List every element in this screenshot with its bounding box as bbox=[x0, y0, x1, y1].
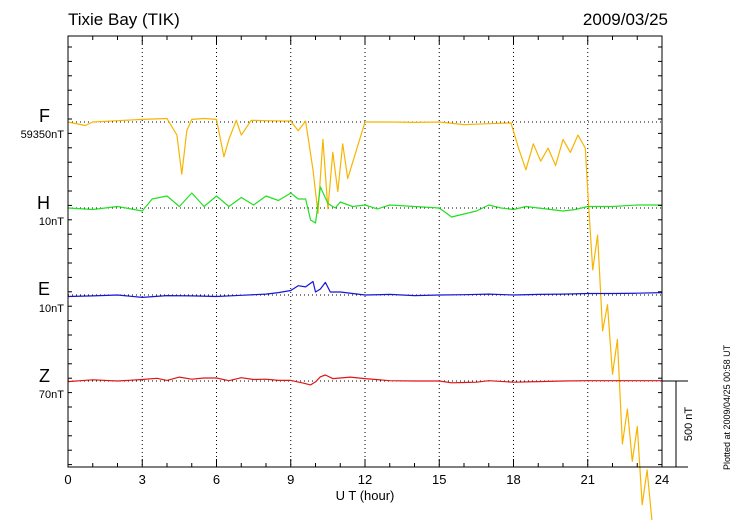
x-tick-label-12: 12 bbox=[358, 472, 372, 487]
x-tick-label-21: 21 bbox=[581, 472, 595, 487]
axes: 0 3 6 9 12 15 18 21 24 U T (hour) 500 nT bbox=[64, 35, 695, 503]
station-title: Tixie Bay (TIK) bbox=[68, 10, 180, 29]
x-tick-label-9: 9 bbox=[287, 472, 294, 487]
series-line-z bbox=[67, 374, 662, 386]
scale-label-z: 70nT bbox=[38, 389, 64, 401]
date-label: 2009/03/25 bbox=[582, 10, 668, 29]
x-tick-label-15: 15 bbox=[432, 472, 446, 487]
series-line-f bbox=[67, 117, 653, 520]
x-tick-label-18: 18 bbox=[506, 472, 520, 487]
x-tick-label-0: 0 bbox=[64, 472, 71, 487]
scale-label-e: 10nT bbox=[38, 303, 64, 315]
series-line-e bbox=[67, 280, 663, 298]
component-label-h: H bbox=[37, 193, 50, 213]
grid bbox=[68, 36, 662, 467]
scale-label-h: 10nT bbox=[38, 216, 64, 228]
x-tick-label-6: 6 bbox=[213, 472, 220, 487]
component-label-f: F bbox=[39, 106, 50, 126]
scale-label-f: 59350nT bbox=[20, 129, 64, 141]
x-axis-label: U T (hour) bbox=[336, 488, 395, 503]
series-layer bbox=[67, 117, 663, 520]
component-label-e: E bbox=[37, 279, 50, 299]
x-tick-label-3: 3 bbox=[139, 472, 146, 487]
scale-bar-label: 500 nT bbox=[683, 407, 695, 442]
component-label-z: Z bbox=[39, 366, 50, 386]
series-line-h bbox=[67, 186, 662, 224]
x-tick-label-24: 24 bbox=[655, 472, 669, 487]
